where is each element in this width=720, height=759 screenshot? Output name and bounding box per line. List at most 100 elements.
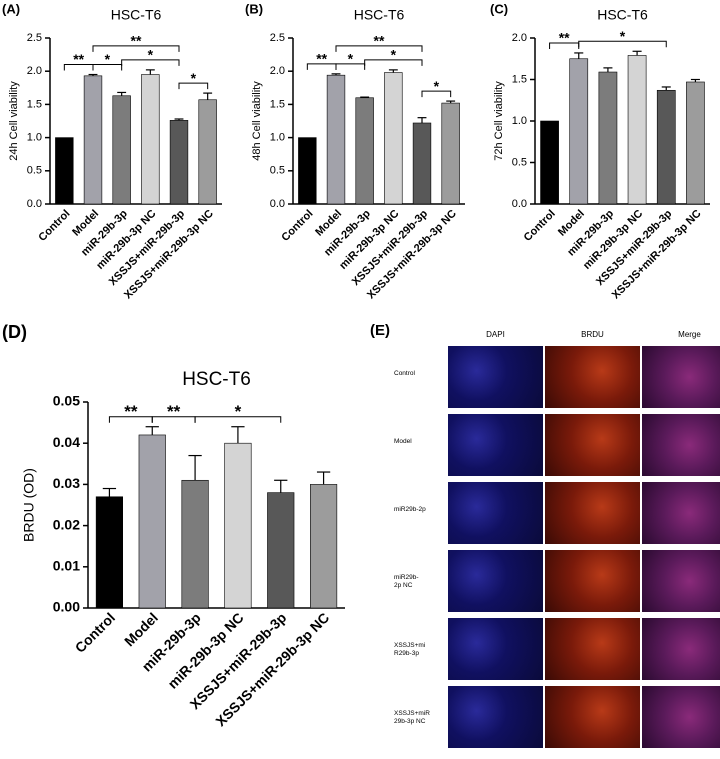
significance-label: *	[348, 51, 354, 67]
panel-label: (B)	[245, 1, 263, 16]
y-tick-label: 0.01	[53, 558, 80, 574]
significance-label: **	[374, 33, 385, 49]
micrograph	[642, 482, 720, 544]
bar	[412, 122, 432, 205]
micrograph	[448, 482, 543, 544]
significance-bracket	[335, 63, 366, 70]
y-axis-label: 72h Cell viability	[493, 81, 505, 161]
microscopy-panel: (E) DAPI BRDU Merge Control Model miR29b-2p miR…	[370, 322, 720, 752]
y-tick-label: 1.5	[270, 98, 285, 110]
bar	[384, 72, 403, 205]
bar	[326, 74, 346, 205]
y-axis-label: 48h Cell viability	[251, 81, 263, 161]
micrograph	[545, 482, 640, 544]
significance-bracket	[121, 59, 180, 66]
bar	[169, 120, 189, 205]
panel-label: (C)	[490, 1, 508, 16]
y-tick-label: 2.5	[27, 32, 42, 44]
bar	[55, 137, 74, 205]
y-tick-label: 1.5	[512, 73, 527, 85]
micrograph	[545, 618, 640, 680]
micrograph	[545, 686, 640, 748]
row-label: miR29b- 2p NC	[394, 574, 419, 590]
micrograph	[448, 550, 543, 612]
bar	[627, 55, 647, 205]
y-tick-label: 0.03	[53, 475, 80, 491]
significance-bracket	[92, 45, 180, 52]
x-tick-label: Model	[121, 609, 161, 649]
significance-label: **	[131, 33, 142, 49]
bar	[112, 95, 131, 205]
micrograph	[642, 618, 720, 680]
significance-label: *	[235, 402, 242, 421]
micrograph	[545, 346, 640, 408]
micrograph	[642, 414, 720, 476]
bar	[138, 434, 166, 609]
significance-bracket	[335, 45, 423, 52]
significance-label: *	[620, 28, 626, 44]
chart-title: HSC-T6	[111, 7, 162, 23]
y-tick-label: 2.0	[27, 65, 42, 77]
significance-bracket	[178, 82, 209, 90]
column-header: DAPI	[486, 330, 505, 339]
x-tick-label: Control	[522, 208, 558, 244]
column-header: BRDU	[581, 330, 604, 339]
significance-label: **	[124, 402, 138, 421]
panel-label: (E)	[370, 322, 390, 339]
bar	[569, 58, 589, 205]
y-tick-label: 0.5	[512, 156, 527, 168]
significance-bracket	[92, 64, 123, 71]
micrograph	[448, 346, 543, 408]
micrograph	[545, 550, 640, 612]
bar	[310, 484, 338, 609]
y-tick-label: 0.02	[53, 516, 80, 532]
bar	[656, 89, 676, 205]
significance-label: *	[434, 78, 440, 94]
y-tick-label: 0.0	[270, 198, 285, 210]
charts: (D) HSC-T6 BRDU (OD) 0.00 0.01 0.02 0.03 0.04 0.…	[2, 322, 345, 729]
significance-label: **	[559, 30, 570, 46]
panel-label: (A)	[2, 1, 20, 16]
micrograph	[545, 414, 640, 476]
significance-label: **	[73, 51, 84, 67]
y-tick-label: 2.0	[512, 32, 527, 44]
y-tick-label: 0.5	[270, 165, 285, 177]
bar	[686, 81, 705, 205]
x-tick-label: Control	[36, 208, 72, 244]
y-tick-label: 0.5	[27, 165, 42, 177]
y-tick-label: 0.0	[27, 198, 42, 210]
chart-title: HSC-T6	[182, 369, 251, 390]
bar	[83, 75, 103, 205]
bar	[141, 74, 160, 205]
micrograph	[642, 550, 720, 612]
significance-bracket	[194, 416, 282, 423]
y-axis-label: 24h Cell viability	[8, 81, 20, 161]
y-tick-label: 2.0	[270, 65, 285, 77]
micrograph	[448, 618, 543, 680]
bar	[95, 496, 123, 609]
row-label: XSSJS+mi R29b-3p	[394, 642, 426, 658]
x-tick-label: Control	[279, 208, 315, 244]
significance-label: *	[105, 51, 111, 67]
y-tick-label: 1.0	[27, 132, 42, 144]
significance-label: **	[316, 51, 327, 67]
row-label: XSSJS+miR 29b-3p NC	[394, 710, 430, 726]
significance-label: **	[167, 402, 181, 421]
y-tick-label: 0.0	[512, 198, 527, 210]
panel-label: (D)	[2, 322, 27, 342]
y-tick-label: 0.00	[53, 599, 80, 615]
bar	[181, 479, 209, 609]
significance-label: *	[191, 70, 197, 86]
chart-title: HSC-T6	[597, 7, 648, 23]
micrograph	[642, 346, 720, 408]
y-tick-label: 0.05	[53, 393, 80, 409]
significance-label: *	[148, 47, 154, 63]
bar	[598, 71, 618, 205]
x-tick-label: Control	[72, 609, 119, 656]
column-header: Merge	[678, 330, 701, 339]
bar	[198, 99, 217, 205]
bar	[355, 97, 374, 205]
bar	[540, 120, 559, 205]
chart-title: HSC-T6	[354, 7, 405, 23]
